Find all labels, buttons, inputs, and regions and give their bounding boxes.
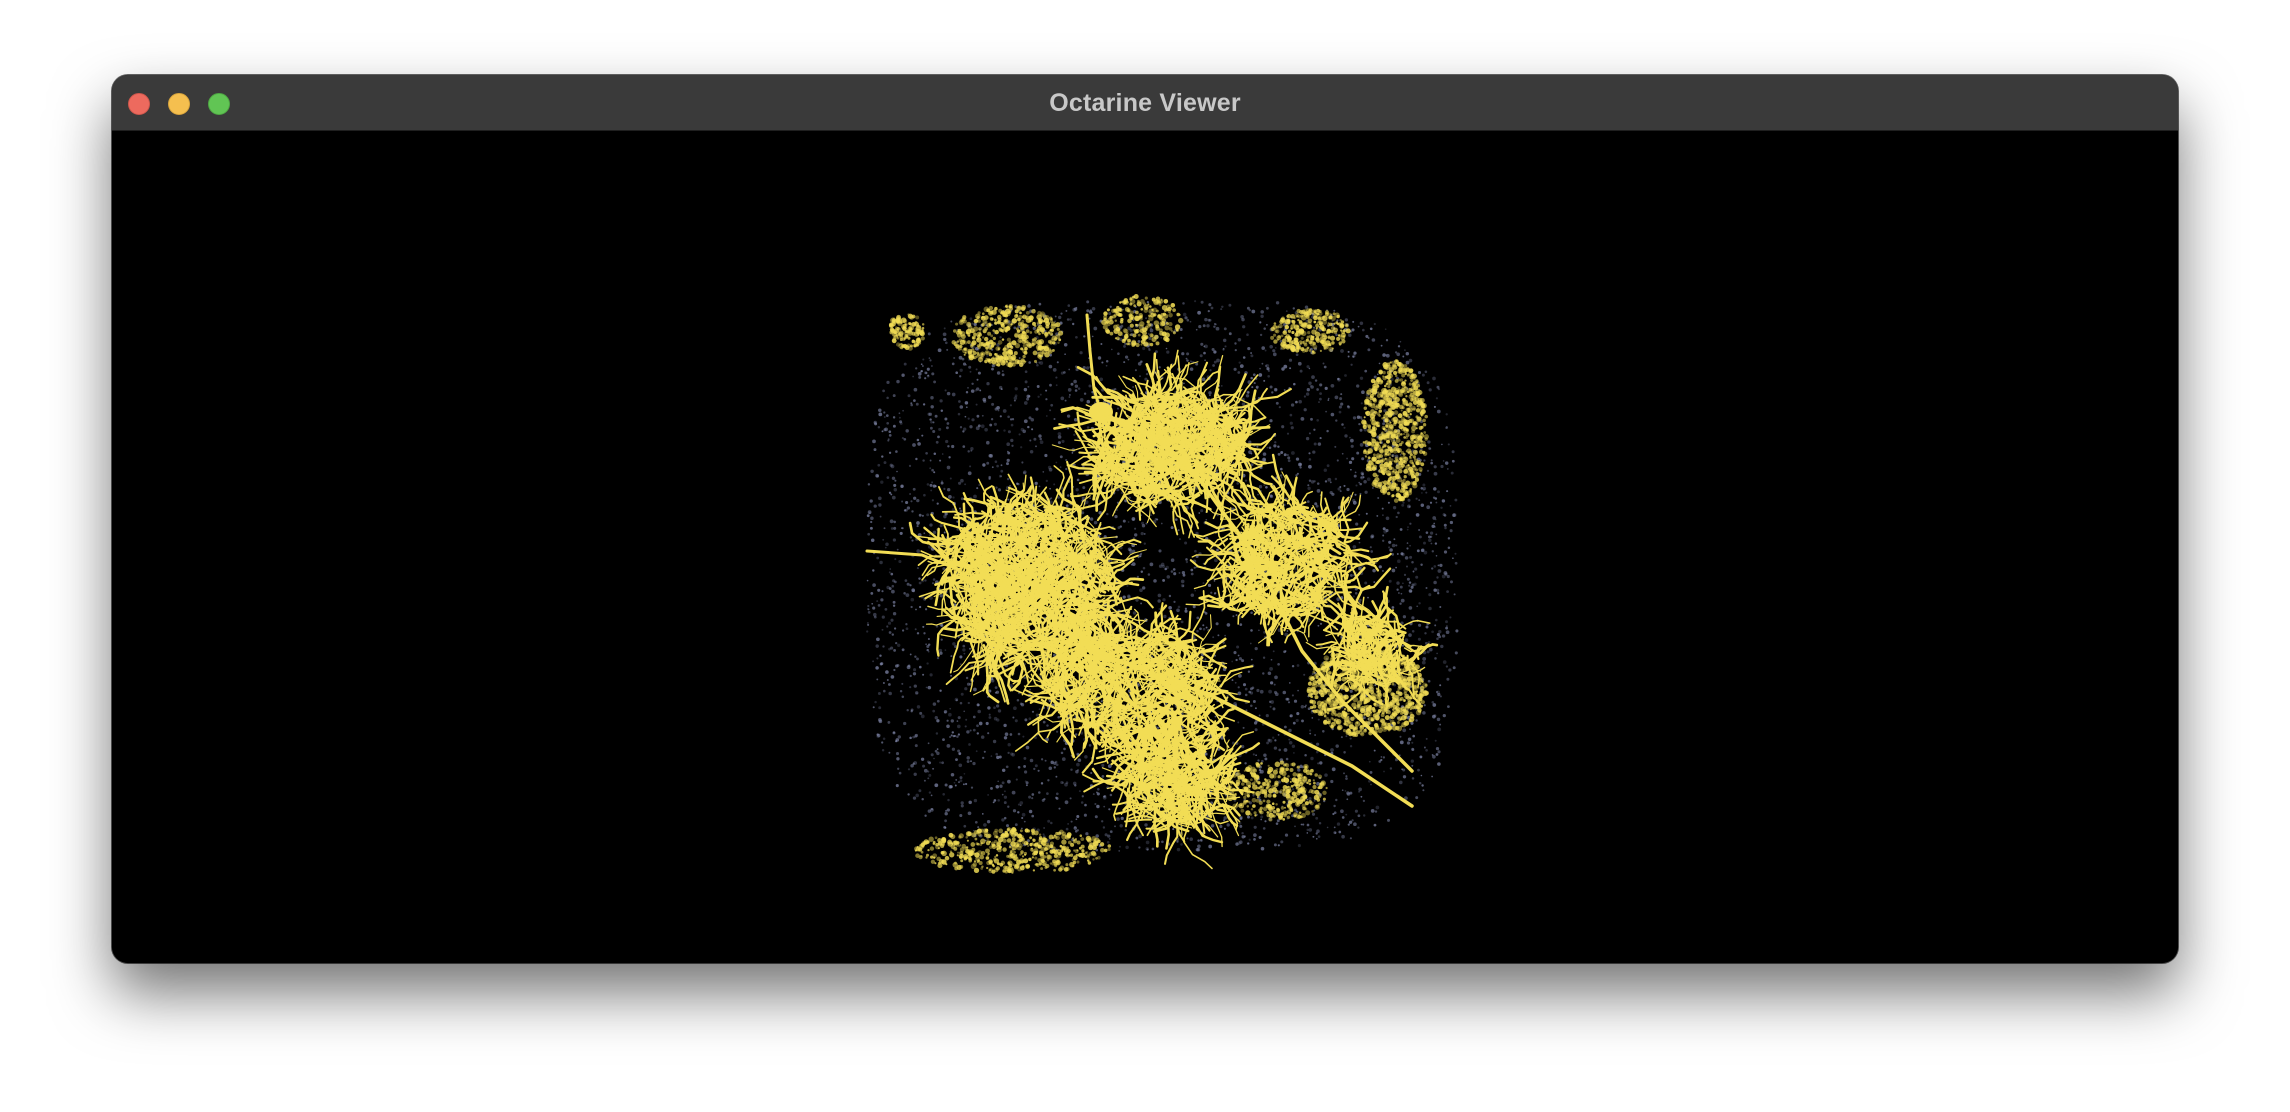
maximize-window-button[interactable]: [208, 93, 230, 115]
neuron-skeletons: [865, 313, 1439, 870]
minimize-window-button[interactable]: [168, 93, 190, 115]
title-bar[interactable]: Octarine Viewer: [112, 75, 2178, 131]
window-title: Octarine Viewer: [1049, 89, 1241, 117]
neuron-render: [865, 294, 1459, 874]
close-window-button[interactable]: [128, 93, 150, 115]
app-window: Octarine Viewer: [112, 75, 2178, 963]
3d-viewport-canvas[interactable]: [112, 131, 2178, 963]
